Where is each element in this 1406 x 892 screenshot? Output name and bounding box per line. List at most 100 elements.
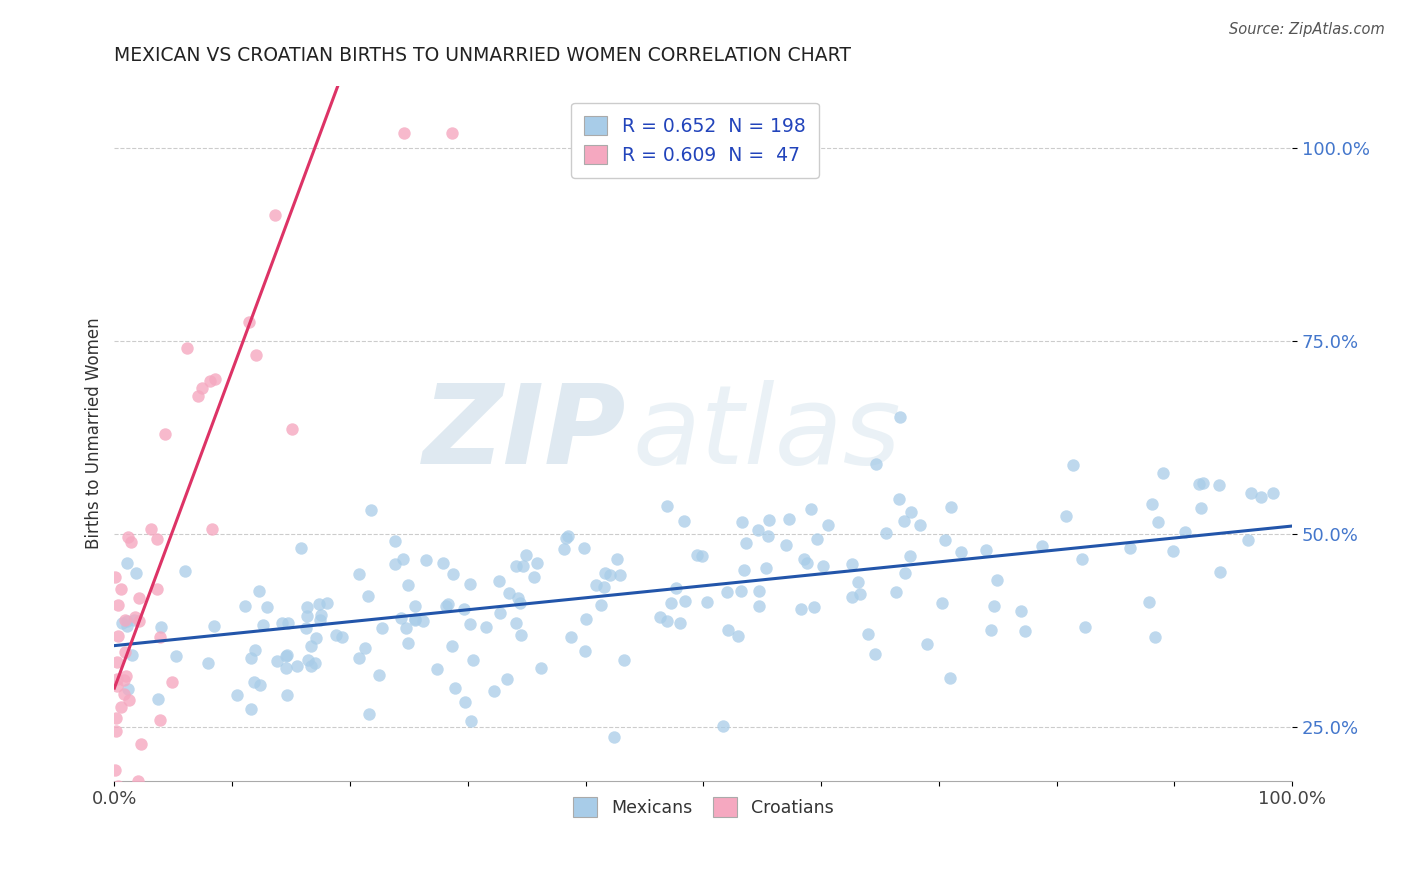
- Point: [974, 543, 997, 558]
- Point: [440, 640, 463, 654]
- Point: [415, 553, 437, 567]
- Point: [349, 651, 371, 665]
- Point: [104, 711, 127, 725]
- Point: [453, 602, 475, 616]
- Point: [488, 607, 510, 621]
- Point: [105, 672, 128, 686]
- Point: [367, 668, 389, 682]
- Point: [900, 504, 922, 518]
- Point: [104, 570, 127, 584]
- Point: [716, 585, 738, 599]
- Point: [898, 549, 921, 563]
- Point: [1073, 620, 1095, 634]
- Point: [939, 672, 962, 686]
- Point: [599, 567, 621, 582]
- Point: [371, 621, 394, 635]
- Point: [1188, 477, 1211, 491]
- Point: [276, 689, 298, 703]
- Point: [748, 583, 770, 598]
- Point: [526, 556, 548, 570]
- Point: [153, 426, 176, 441]
- Point: [523, 570, 546, 584]
- Point: [404, 599, 426, 613]
- Point: [245, 348, 267, 362]
- Point: [593, 580, 616, 594]
- Y-axis label: Births to Unmarried Women: Births to Unmarried Women: [86, 318, 103, 549]
- Point: [460, 714, 482, 728]
- Point: [396, 636, 419, 650]
- Point: [1173, 525, 1195, 540]
- Point: [1209, 565, 1232, 579]
- Point: [105, 723, 128, 738]
- Point: [506, 591, 529, 605]
- Point: [1189, 500, 1212, 515]
- Point: [124, 610, 146, 624]
- Point: [176, 341, 198, 355]
- Point: [775, 538, 797, 552]
- Point: [505, 615, 527, 630]
- Point: [243, 675, 266, 690]
- Point: [949, 545, 972, 559]
- Point: [727, 629, 749, 643]
- Point: [865, 457, 887, 471]
- Point: [120, 535, 142, 549]
- Point: [165, 648, 187, 663]
- Point: [686, 549, 709, 563]
- Point: [841, 590, 863, 604]
- Point: [311, 607, 333, 622]
- Point: [657, 500, 679, 514]
- Point: [240, 650, 263, 665]
- Point: [295, 599, 318, 614]
- Point: [661, 597, 683, 611]
- Point: [305, 631, 328, 645]
- Point: [149, 620, 172, 634]
- Point: [557, 529, 579, 543]
- Point: [295, 608, 318, 623]
- Point: [1208, 478, 1230, 492]
- Point: [412, 614, 434, 628]
- Point: [304, 656, 326, 670]
- Point: [139, 522, 162, 536]
- Point: [145, 582, 167, 596]
- Point: [308, 597, 330, 611]
- Point: [668, 615, 690, 630]
- Point: [1070, 552, 1092, 566]
- Point: [1010, 604, 1032, 618]
- Point: [281, 422, 304, 436]
- Point: [474, 620, 496, 634]
- Point: [696, 595, 718, 609]
- Point: [1054, 509, 1077, 524]
- Point: [148, 692, 170, 706]
- Point: [939, 500, 962, 514]
- Point: [931, 596, 953, 610]
- Point: [200, 374, 222, 388]
- Point: [276, 661, 298, 675]
- Point: [817, 517, 839, 532]
- Point: [117, 530, 139, 544]
- Point: [270, 615, 292, 630]
- Point: [458, 577, 481, 591]
- Point: [309, 613, 332, 627]
- Point: [841, 557, 863, 571]
- Point: [849, 586, 872, 600]
- Point: [121, 648, 143, 663]
- Point: [149, 713, 172, 727]
- Point: [603, 730, 626, 744]
- Point: [983, 599, 1005, 613]
- Point: [800, 501, 823, 516]
- Point: [315, 596, 337, 610]
- Point: [1143, 631, 1166, 645]
- Point: [301, 658, 323, 673]
- Point: [233, 599, 256, 613]
- Point: [748, 599, 770, 613]
- Point: [609, 568, 631, 582]
- Point: [107, 629, 129, 643]
- Point: [105, 655, 128, 669]
- Point: [778, 512, 800, 526]
- Point: [104, 788, 127, 802]
- Point: [553, 542, 575, 557]
- Point: [856, 627, 879, 641]
- Point: [730, 583, 752, 598]
- Point: [290, 541, 312, 555]
- Point: [893, 514, 915, 528]
